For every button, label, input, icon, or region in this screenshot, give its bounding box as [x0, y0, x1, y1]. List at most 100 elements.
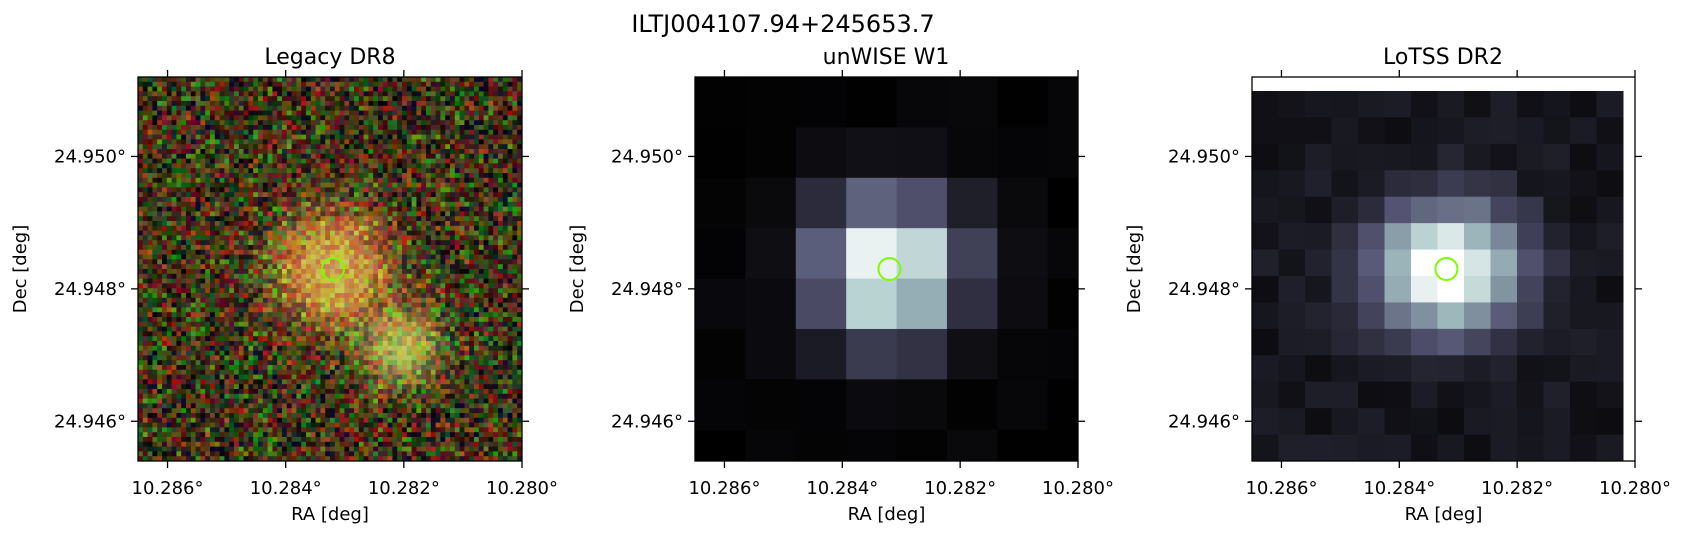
- image-pixel: [229, 110, 235, 116]
- image-pixel: [200, 197, 206, 203]
- image-pixel: [190, 307, 196, 313]
- image-pixel: [430, 211, 436, 217]
- image-pixel: [224, 182, 230, 188]
- image-pixel: [296, 187, 302, 193]
- image-pixel: [277, 91, 283, 97]
- image-pixel: [214, 302, 220, 308]
- image-pixel: [253, 240, 259, 246]
- image-pixel: [248, 149, 254, 155]
- image-pixel: [277, 158, 283, 164]
- image-pixel: [138, 105, 144, 111]
- image-pixel: [229, 144, 235, 150]
- image-pixel: [454, 101, 460, 107]
- image-pixel: [363, 278, 369, 284]
- image-pixel: [392, 201, 398, 207]
- image-pixel: [214, 365, 220, 371]
- image-pixel: [330, 221, 336, 227]
- image-pixel: [320, 77, 326, 83]
- image-pixel: [512, 331, 518, 337]
- image-pixel: [411, 149, 417, 155]
- image-pixel: [186, 288, 192, 294]
- image-pixel: [349, 269, 355, 275]
- image-pixel: [219, 105, 225, 111]
- image-pixel: [387, 230, 393, 236]
- image-pixel: [200, 326, 206, 332]
- image-pixel: [248, 355, 254, 361]
- image-pixel: [469, 302, 475, 308]
- image-pixel: [286, 125, 292, 131]
- image-pixel: [301, 341, 307, 347]
- image-pixel: [411, 321, 417, 327]
- image-pixel: [512, 221, 518, 227]
- image-pixel: [368, 278, 374, 284]
- image-pixel: [243, 81, 249, 87]
- image-pixel: [402, 369, 408, 375]
- image-pixel: [517, 283, 523, 289]
- image-pixel: [483, 144, 489, 150]
- image-pixel: [450, 206, 456, 212]
- image-pixel: [459, 336, 465, 342]
- image-pixel: [334, 149, 340, 155]
- image-pixel: [272, 101, 278, 107]
- image-pixel: [306, 125, 312, 131]
- image-pixel: [195, 297, 201, 303]
- image-pixel: [440, 115, 446, 121]
- image-pixel: [387, 177, 393, 183]
- image-pixel: [210, 134, 216, 140]
- image-pixel: [142, 317, 148, 323]
- image-pixel: [243, 163, 249, 169]
- image-pixel: [258, 187, 264, 193]
- image-pixel: [483, 259, 489, 265]
- image-pixel: [162, 168, 168, 174]
- image-pixel: [474, 341, 480, 347]
- image-pixel: [430, 86, 436, 92]
- image-pixel: [397, 192, 403, 198]
- image-pixel: [450, 249, 456, 255]
- image-pixel: [229, 355, 235, 361]
- image-pixel: [272, 211, 278, 217]
- image-pixel: [330, 163, 336, 169]
- image-pixel: [234, 235, 240, 241]
- image-pixel: [378, 321, 384, 327]
- image-pixel: [248, 110, 254, 116]
- image-pixel: [416, 288, 422, 294]
- image-pixel: [330, 153, 336, 159]
- image-pixel: [358, 293, 364, 299]
- image-pixel: [258, 206, 264, 212]
- image-pixel: [397, 341, 403, 347]
- image-pixel: [488, 312, 494, 318]
- image-pixel: [152, 365, 158, 371]
- image-pixel: [224, 317, 230, 323]
- image-pixel: [306, 115, 312, 121]
- image-pixel: [363, 245, 369, 251]
- image-pixel: [512, 125, 518, 131]
- image-pixel: [387, 369, 393, 375]
- image-pixel: [301, 168, 307, 174]
- image-pixel: [272, 360, 278, 366]
- image-pixel: [229, 163, 235, 169]
- image-pixel: [166, 120, 172, 126]
- image-pixel: [301, 96, 307, 102]
- image-pixel: [152, 321, 158, 327]
- image-pixel: [411, 369, 417, 375]
- image-pixel: [430, 182, 436, 188]
- image-pixel: [291, 307, 297, 313]
- image-pixel: [354, 336, 360, 342]
- image-pixel: [507, 345, 513, 351]
- image-pixel: [421, 101, 427, 107]
- image-pixel: [387, 115, 393, 121]
- image-pixel: [291, 110, 297, 116]
- image-pixel: [296, 336, 302, 342]
- image-pixel: [306, 249, 312, 255]
- image-pixel: [301, 77, 307, 83]
- image-pixel: [186, 153, 192, 159]
- image-pixel: [387, 211, 393, 217]
- image-pixel: [157, 360, 163, 366]
- image-pixel: [253, 149, 259, 155]
- image-pixel: [440, 91, 446, 97]
- image-pixel: [358, 96, 364, 102]
- image-pixel: [358, 192, 364, 198]
- image-pixel: [258, 374, 264, 380]
- image-pixel: [507, 269, 513, 275]
- image-pixel: [234, 369, 240, 375]
